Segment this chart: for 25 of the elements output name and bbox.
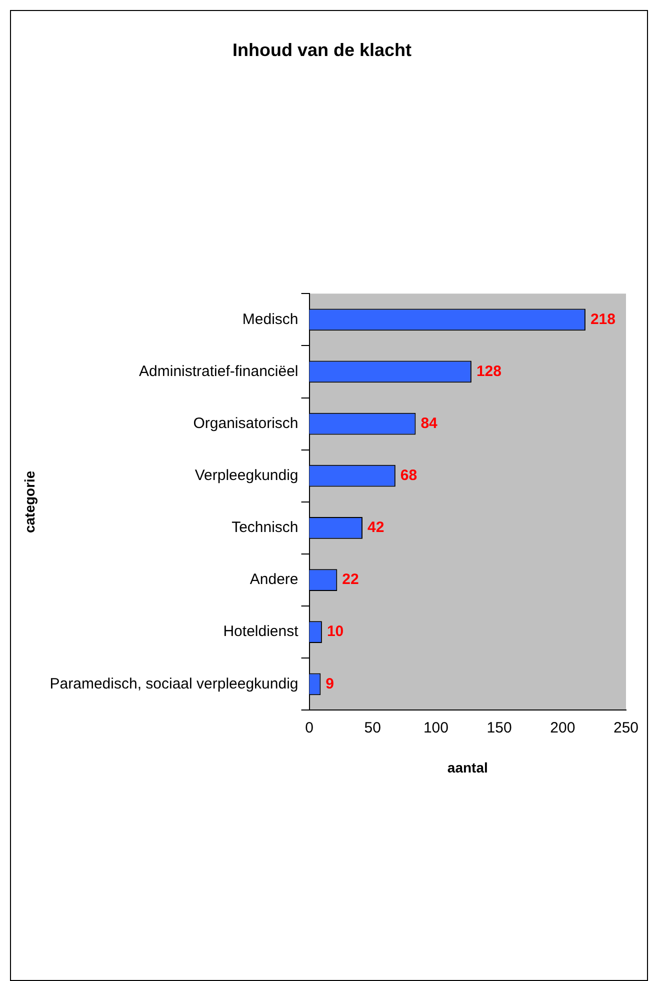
data-label: 84 (420, 414, 438, 432)
x-tick-label: 150 (486, 719, 512, 736)
y-axis-title: categorie (21, 470, 38, 534)
x-tick-label: 250 (613, 719, 639, 736)
data-label: 9 (326, 675, 334, 692)
data-label: 68 (400, 467, 418, 484)
data-label: 22 (342, 571, 359, 588)
y-tick-label: Organisatorisch (193, 414, 298, 432)
y-tick-label: Hoteldienst (223, 623, 300, 640)
x-axis-title: aantal (447, 759, 488, 776)
y-tick-label: Administratief-financiëel (139, 362, 298, 380)
data-label: 128 (476, 362, 502, 380)
y-tick-label: Medisch (242, 310, 298, 328)
y-tick-label: Paramedisch, sociaal verpleegkundig (50, 675, 298, 692)
data-label: 10 (326, 623, 344, 640)
x-tick-label: 100 (423, 719, 448, 736)
y-tick-label: Technisch (232, 519, 298, 536)
chart-title: Inhoud van de klacht (232, 40, 412, 60)
x-tick-label: 0 (305, 719, 314, 736)
y-tick-label: Verpleegkundig (194, 467, 298, 484)
data-label: 218 (590, 310, 616, 328)
x-tick-label: 50 (364, 719, 381, 736)
x-tick-label: 200 (550, 719, 576, 736)
y-tick-label: Andere (250, 571, 298, 588)
data-label: 42 (367, 519, 384, 536)
